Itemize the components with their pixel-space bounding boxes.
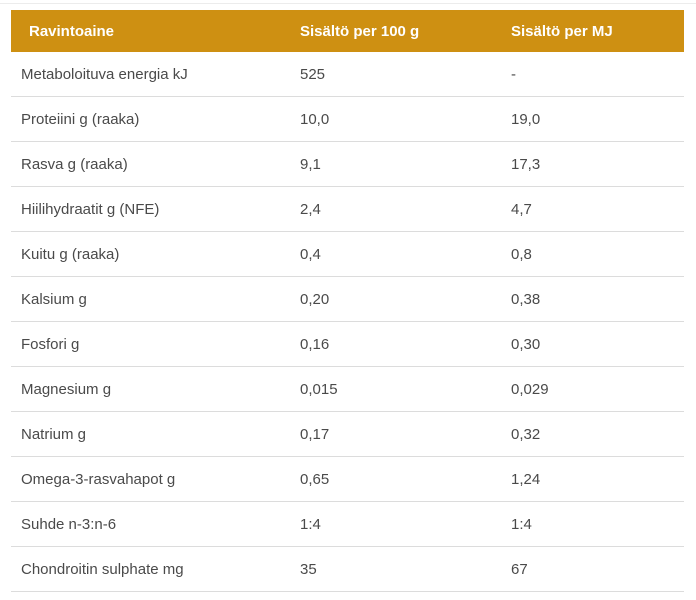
column-header-per-100g: Sisältö per 100 g — [292, 10, 503, 52]
table-row: Rasva g (raaka) 9,1 17,3 — [11, 141, 684, 187]
cell-per-mj: - — [503, 52, 684, 97]
cell-per-100g: 0,20 — [292, 276, 503, 322]
cell-nutrient: Natrium g — [11, 411, 292, 457]
table-row: Proteiini g (raaka) 10,0 19,0 — [11, 96, 684, 142]
column-header-per-mj: Sisältö per MJ — [503, 10, 684, 52]
cell-nutrient: Hiilihydraatit g (NFE) — [11, 186, 292, 232]
cell-per-100g: 0,17 — [292, 411, 503, 457]
cell-per-mj: 67 — [503, 546, 684, 592]
table-row: Magnesium g 0,015 0,029 — [11, 366, 684, 412]
table-row: Kalsium g 0,20 0,38 — [11, 276, 684, 322]
cell-per-100g: 0,16 — [292, 321, 503, 367]
table-row: Hiilihydraatit g (NFE) 2,4 4,7 — [11, 186, 684, 232]
cell-nutrient: Rasva g (raaka) — [11, 141, 292, 187]
table-row: Omega-3-rasvahapot g 0,65 1,24 — [11, 456, 684, 502]
cell-per-mj: 0,38 — [503, 276, 684, 322]
nutrition-table: Ravintoaine Sisältö per 100 g Sisältö pe… — [11, 10, 684, 592]
cell-nutrient: Chondroitin sulphate mg — [11, 546, 292, 592]
table-row: Metaboloituva energia kJ 525 - — [11, 52, 684, 97]
cell-nutrient: Kuitu g (raaka) — [11, 231, 292, 277]
cell-per-mj: 19,0 — [503, 96, 684, 142]
cell-nutrient: Proteiini g (raaka) — [11, 96, 292, 142]
cell-nutrient: Omega-3-rasvahapot g — [11, 456, 292, 502]
cell-per-mj: 1:4 — [503, 501, 684, 547]
cell-per-100g: 1:4 — [292, 501, 503, 547]
column-header-nutrient: Ravintoaine — [11, 10, 292, 52]
cell-nutrient: Metaboloituva energia kJ — [11, 52, 292, 97]
cell-nutrient: Fosfori g — [11, 321, 292, 367]
cell-per-100g: 9,1 — [292, 141, 503, 187]
cell-per-100g: 525 — [292, 52, 503, 97]
table-row: Suhde n-3:n-6 1:4 1:4 — [11, 501, 684, 547]
cell-per-100g: 35 — [292, 546, 503, 592]
cell-nutrient: Kalsium g — [11, 276, 292, 322]
cell-per-mj: 1,24 — [503, 456, 684, 502]
cell-nutrient: Suhde n-3:n-6 — [11, 501, 292, 547]
table-row: Fosfori g 0,16 0,30 — [11, 321, 684, 367]
cell-per-mj: 0,30 — [503, 321, 684, 367]
table-row: Natrium g 0,17 0,32 — [11, 411, 684, 457]
cell-per-mj: 4,7 — [503, 186, 684, 232]
table-row: Chondroitin sulphate mg 35 67 — [11, 546, 684, 592]
cell-per-100g: 2,4 — [292, 186, 503, 232]
cell-per-mj: 0,029 — [503, 366, 684, 412]
table-header-row: Ravintoaine Sisältö per 100 g Sisältö pe… — [11, 10, 684, 52]
cell-per-100g: 0,015 — [292, 366, 503, 412]
cell-per-mj: 0,32 — [503, 411, 684, 457]
table-row: Kuitu g (raaka) 0,4 0,8 — [11, 231, 684, 277]
cell-per-100g: 10,0 — [292, 96, 503, 142]
top-divider-line — [0, 3, 696, 4]
cell-per-100g: 0,4 — [292, 231, 503, 277]
cell-per-100g: 0,65 — [292, 456, 503, 502]
cell-per-mj: 17,3 — [503, 141, 684, 187]
cell-nutrient: Magnesium g — [11, 366, 292, 412]
cell-per-mj: 0,8 — [503, 231, 684, 277]
